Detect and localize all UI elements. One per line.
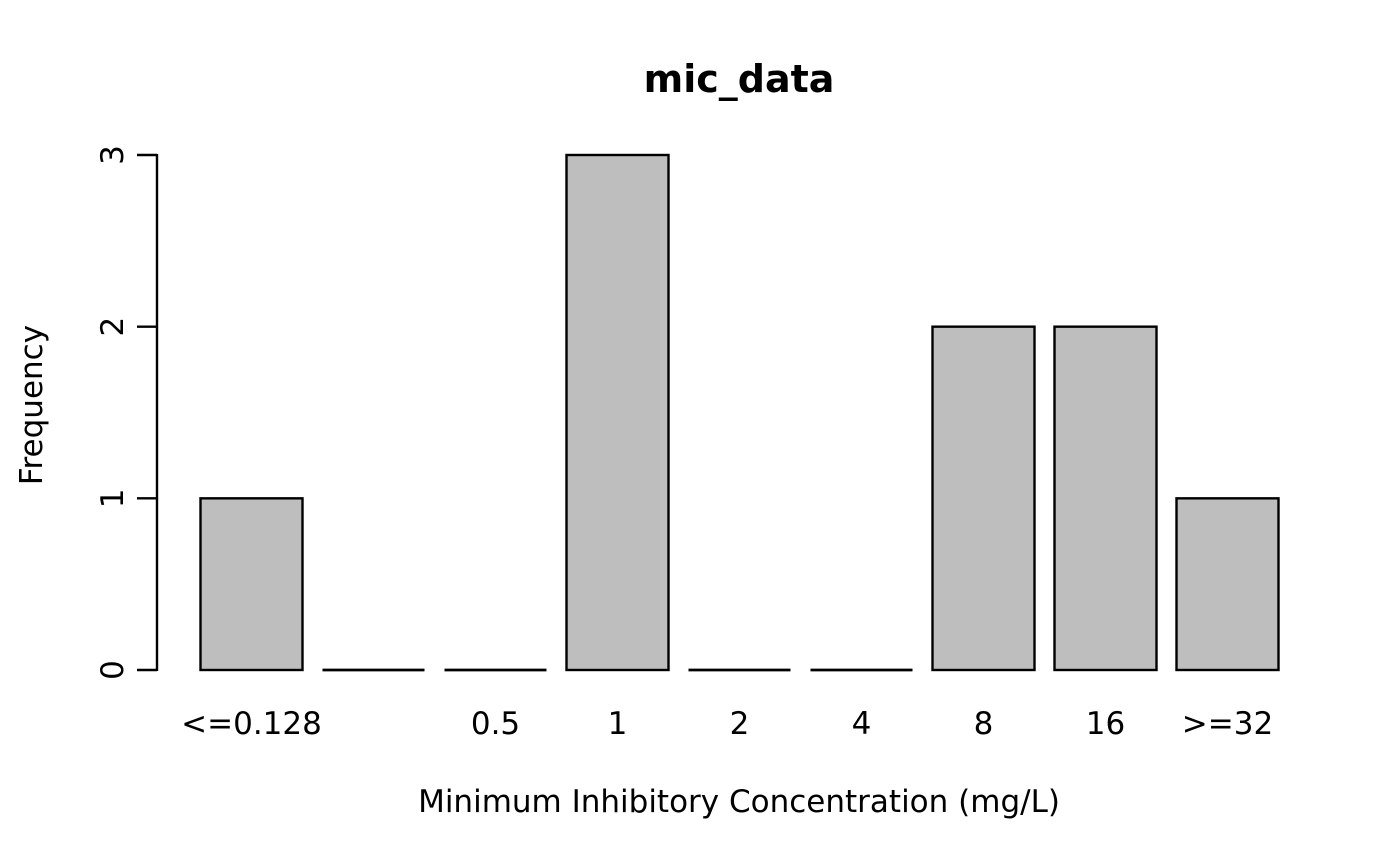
x-tick-label: 4 <box>852 706 872 742</box>
bar <box>931 325 1036 672</box>
y-tick-label: 2 <box>95 317 131 337</box>
x-tick-label: <=0.128 <box>181 706 322 742</box>
x-tick-label: 1 <box>608 706 628 742</box>
chart-title: mic_data <box>643 57 835 101</box>
y-tick-label: 3 <box>95 145 131 165</box>
bar <box>1175 497 1280 672</box>
x-tick-label: >=32 <box>1182 706 1273 742</box>
x-tick-label: 2 <box>730 706 750 742</box>
y-tick-label: 1 <box>95 488 131 508</box>
x-tick-label: 8 <box>974 706 994 742</box>
x-tick-label: 0.5 <box>471 706 520 742</box>
bar <box>565 153 670 672</box>
x-axis-title: Minimum Inhibitory Concentration (mg/L) <box>418 784 1060 820</box>
y-axis-title: Frequency <box>14 324 50 486</box>
x-tick-label: 16 <box>1086 706 1125 742</box>
bar <box>1053 325 1158 672</box>
bar <box>199 497 304 672</box>
y-tick-label: 0 <box>95 660 131 680</box>
